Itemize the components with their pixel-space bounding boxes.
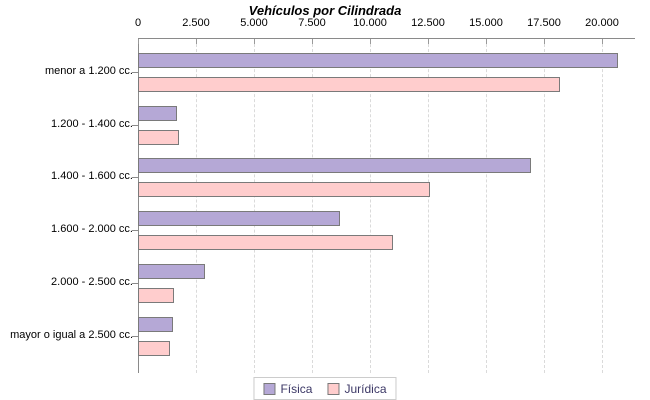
category-label: 1.200 - 1.400 cc. xyxy=(51,118,133,130)
gridline xyxy=(428,39,429,373)
legend-swatch-fisica-icon xyxy=(263,382,276,395)
x-axis-tick xyxy=(544,39,545,44)
gridline xyxy=(196,39,197,373)
x-axis-tick xyxy=(486,39,487,44)
bar-juridica-0 xyxy=(138,77,560,92)
y-axis-tick xyxy=(132,72,138,73)
gridline xyxy=(544,39,545,373)
bar-fisica-5 xyxy=(138,317,173,332)
bar-fisica-0 xyxy=(138,53,618,68)
y-axis-tick xyxy=(132,230,138,231)
gridline xyxy=(370,39,371,373)
bar-juridica-1 xyxy=(138,130,179,145)
bar-juridica-2 xyxy=(138,182,430,197)
category-label: 1.400 - 1.600 cc. xyxy=(51,170,133,182)
gridline xyxy=(254,39,255,373)
bar-fisica-2 xyxy=(138,158,531,173)
gridline xyxy=(312,39,313,373)
bar-fisica-1 xyxy=(138,106,177,121)
x-axis-tick-label: 20.000 xyxy=(585,17,619,29)
x-axis-tick-label: 10.000 xyxy=(353,17,387,29)
x-axis-tick-label: 17.500 xyxy=(527,17,561,29)
x-axis-line xyxy=(138,38,635,39)
x-axis-tick xyxy=(254,39,255,44)
gridline xyxy=(486,39,487,373)
bar-fisica-3 xyxy=(138,211,340,226)
bar-fisica-4 xyxy=(138,264,205,279)
y-axis-tick xyxy=(132,336,138,337)
x-axis-tick-label: 7.500 xyxy=(298,17,326,29)
x-axis-tick xyxy=(196,39,197,44)
bar-juridica-5 xyxy=(138,341,170,356)
y-axis-tick xyxy=(132,283,138,284)
gridline xyxy=(602,39,603,373)
x-axis-tick-label: 0 xyxy=(134,17,142,29)
legend-label-fisica: Física xyxy=(280,381,313,396)
x-axis-tick xyxy=(428,39,429,44)
legend-swatch-juridica-icon xyxy=(327,382,340,395)
y-axis-tick xyxy=(132,125,138,126)
x-axis-tick xyxy=(370,39,371,44)
x-axis-tick xyxy=(602,39,603,44)
legend: Física Jurídica xyxy=(253,377,397,400)
x-axis-tick-label: 2.500 xyxy=(182,17,210,29)
x-axis-tick xyxy=(312,39,313,44)
y-axis-tick xyxy=(132,177,138,178)
category-label: menor a 1.200 cc. xyxy=(44,65,133,77)
x-axis-tick-label: 5.000 xyxy=(240,17,268,29)
x-axis-tick xyxy=(138,39,139,44)
category-label: 2.000 - 2.500 cc. xyxy=(51,276,133,288)
chart-title: Vehículos por Cilindrada xyxy=(248,3,402,18)
x-axis-tick-label: 15.000 xyxy=(469,17,503,29)
y-axis-line xyxy=(138,38,139,373)
bar-juridica-3 xyxy=(138,235,393,250)
category-label: 1.600 - 2.000 cc. xyxy=(51,223,133,235)
x-axis-tick-label: 12.500 xyxy=(411,17,445,29)
bar-juridica-4 xyxy=(138,288,174,303)
category-label: mayor o igual a 2.500 cc. xyxy=(10,329,133,341)
legend-label-juridica: Jurídica xyxy=(344,381,387,396)
